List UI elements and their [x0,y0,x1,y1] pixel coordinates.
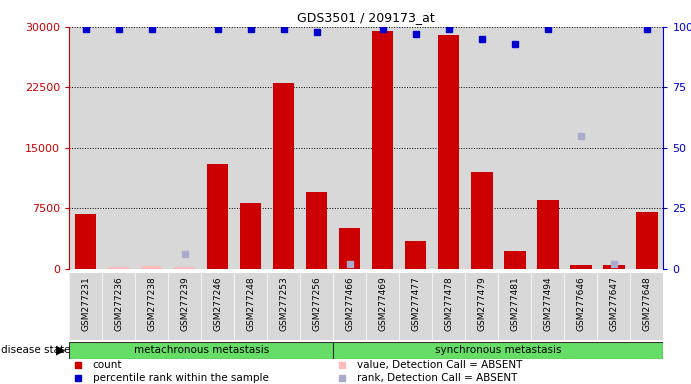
Text: GSM277469: GSM277469 [378,276,387,331]
Bar [273,83,294,269]
Text: GSM277246: GSM277246 [213,276,223,331]
Title: GDS3501 / 209173_at: GDS3501 / 209173_at [297,11,435,24]
Text: GSM277236: GSM277236 [114,276,123,331]
Text: ▶: ▶ [56,344,66,357]
Bar [405,240,426,269]
Text: GSM277478: GSM277478 [444,276,453,331]
Text: GSM277481: GSM277481 [510,276,520,331]
Text: value, Detection Call = ABSENT: value, Detection Call = ABSENT [357,360,522,370]
Bar [339,228,361,269]
Bar [207,164,229,269]
Text: GSM277647: GSM277647 [609,276,618,331]
Text: percentile rank within the sample: percentile rank within the sample [93,373,269,383]
Bar [372,31,393,269]
Bar [504,251,526,269]
Text: GSM277494: GSM277494 [543,276,552,331]
Bar [537,200,558,269]
Text: GSM277248: GSM277248 [246,276,255,331]
Text: GSM277239: GSM277239 [180,276,189,331]
Text: GSM277479: GSM277479 [477,276,486,331]
Bar [471,172,493,269]
Bar [333,342,663,359]
Text: GSM277253: GSM277253 [279,276,288,331]
Text: metachronous metastasis: metachronous metastasis [133,345,269,356]
Text: count: count [93,360,122,370]
Bar [603,265,625,269]
Bar [69,342,333,359]
Text: GSM277238: GSM277238 [147,276,156,331]
Text: disease state: disease state [1,345,71,356]
Bar [75,214,96,269]
Bar [570,265,591,269]
Bar [108,267,129,269]
Text: GSM277646: GSM277646 [576,276,585,331]
Text: GSM277231: GSM277231 [81,276,90,331]
Text: GSM277477: GSM277477 [411,276,420,331]
Bar [174,267,196,269]
Bar [636,212,658,269]
Text: synchronous metastasis: synchronous metastasis [435,345,562,356]
Bar [306,192,328,269]
Text: GSM277256: GSM277256 [312,276,321,331]
Text: rank, Detection Call = ABSENT: rank, Detection Call = ABSENT [357,373,518,383]
Text: GSM277466: GSM277466 [346,276,354,331]
Text: GSM277648: GSM277648 [643,276,652,331]
Bar [438,35,460,269]
Bar [240,203,261,269]
Bar [141,266,162,269]
